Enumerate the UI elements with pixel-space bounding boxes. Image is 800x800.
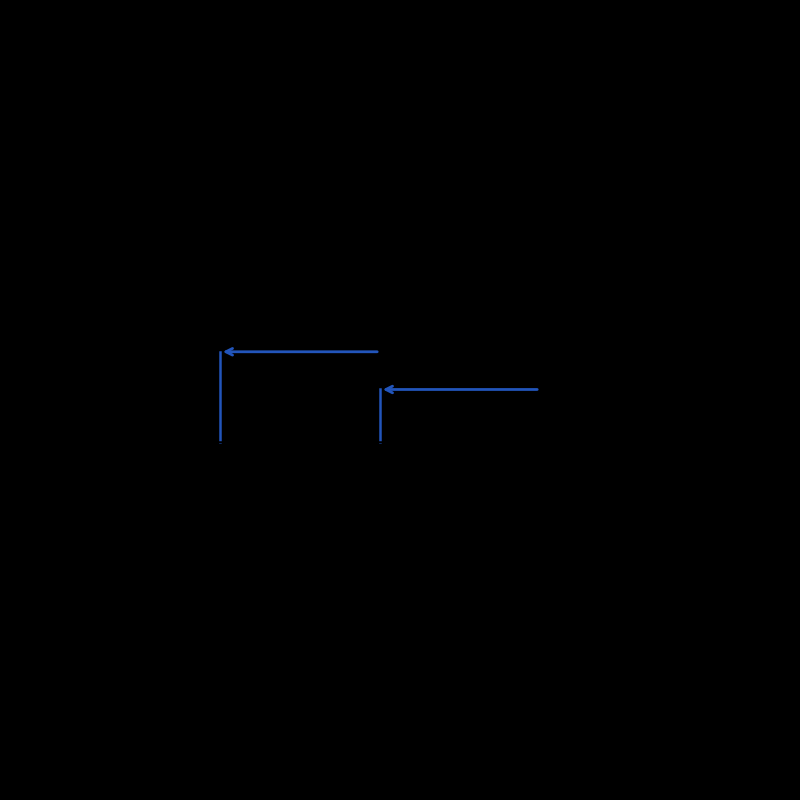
Text: -12: -12	[88, 470, 112, 485]
Text: -5 + -9 = -14: -5 + -9 = -14	[104, 645, 233, 663]
Text: 5 + 4 = 9: 5 + 4 = 9	[104, 554, 199, 572]
Text: -3: -3	[452, 470, 468, 485]
Text: -9: -9	[212, 470, 228, 485]
Text: Choose  the correct equation to represent the number line model.: Choose the correct equation to represent…	[32, 192, 702, 210]
Text: 3: 3	[695, 470, 705, 485]
Text: -5 + -4 = -9: -5 + -4 = -9	[104, 736, 221, 754]
Text: -6: -6	[332, 470, 348, 485]
Text: 0: 0	[575, 470, 585, 485]
